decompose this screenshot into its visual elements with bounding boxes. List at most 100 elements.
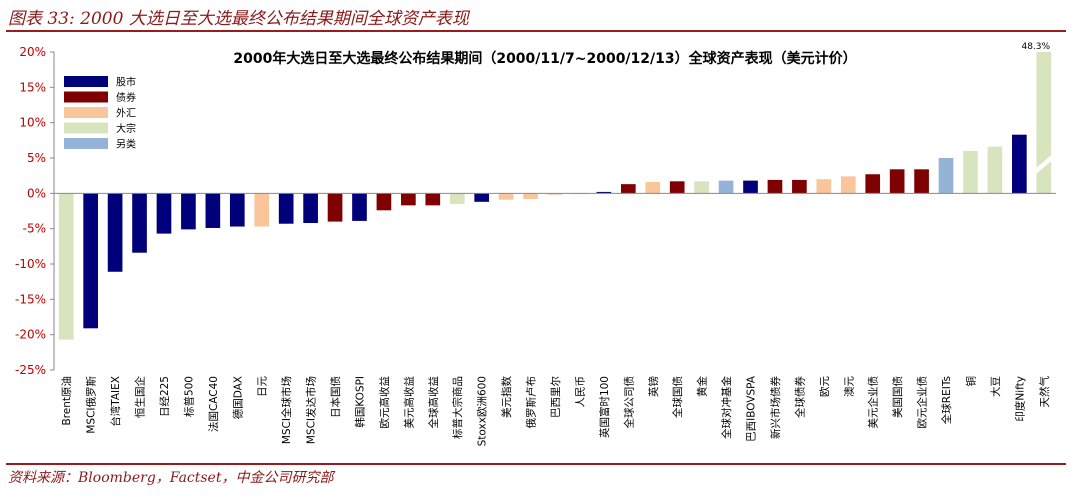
legend-label: 股市 bbox=[116, 76, 136, 89]
category-label: 法国CAC40 bbox=[207, 376, 220, 432]
bar bbox=[914, 169, 929, 194]
category-label: Brent原油 bbox=[60, 376, 73, 426]
category-label: 全球公司债 bbox=[622, 376, 635, 429]
bar bbox=[181, 193, 196, 230]
category-label: 巴西里尔 bbox=[549, 376, 562, 418]
category-label: 美国国债 bbox=[891, 376, 904, 418]
bar bbox=[718, 180, 734, 194]
bar bbox=[401, 193, 416, 206]
category-label: 俄罗斯卢布 bbox=[525, 376, 538, 429]
legend-label: 债券 bbox=[116, 91, 136, 104]
category-label: 铜 bbox=[965, 376, 977, 387]
bar bbox=[327, 193, 343, 222]
legend-swatch bbox=[64, 107, 108, 118]
legend-swatch bbox=[64, 138, 108, 149]
axis-break-mark bbox=[1035, 154, 1053, 175]
legend-label: 大宗 bbox=[116, 122, 136, 135]
bar bbox=[694, 181, 709, 194]
bar bbox=[449, 193, 465, 204]
category-label: 巴西IBOVSPA bbox=[746, 375, 758, 442]
category-label: 全球REITs bbox=[940, 376, 953, 424]
category-label: MSCI发达市场 bbox=[305, 376, 318, 444]
category-label: 英国富时100 bbox=[598, 376, 611, 438]
category-label: 英镑 bbox=[647, 376, 660, 397]
legend-swatch bbox=[64, 91, 108, 103]
bar bbox=[840, 176, 856, 194]
source-note: 资料来源：Bloomberg，Factset，中金公司研究部 bbox=[8, 470, 334, 486]
bar bbox=[376, 193, 392, 211]
category-label: 德国DAX bbox=[231, 376, 244, 419]
category-label: 日本国债 bbox=[329, 376, 342, 418]
category-label: 全球高收益 bbox=[427, 376, 440, 429]
category-label: 欧元企业债 bbox=[916, 376, 929, 429]
bar bbox=[352, 193, 367, 221]
category-label: 日经225 bbox=[158, 376, 171, 417]
bar bbox=[425, 193, 441, 206]
y-tick-label: 5% bbox=[27, 151, 46, 165]
y-tick-label: -25% bbox=[15, 363, 46, 377]
bar bbox=[278, 193, 294, 224]
category-label: 全球债券 bbox=[793, 376, 806, 418]
data-label: 48.3% bbox=[1021, 42, 1050, 52]
top-divider bbox=[6, 30, 1066, 32]
bar bbox=[987, 146, 1003, 194]
bar bbox=[303, 193, 318, 224]
category-label: 台湾TAIEX bbox=[109, 376, 122, 427]
category-label: MSCI俄罗斯 bbox=[85, 376, 98, 434]
y-tick-label: -15% bbox=[15, 292, 46, 306]
category-label: 人民币 bbox=[574, 376, 586, 408]
y-tick-label: 0% bbox=[27, 186, 46, 200]
category-label: 黄金 bbox=[696, 376, 709, 397]
bar bbox=[596, 191, 612, 194]
y-tick-label: 15% bbox=[19, 80, 46, 94]
bar bbox=[792, 179, 807, 194]
category-label: 印度Nifty bbox=[1013, 376, 1026, 422]
category-label: 天然气 bbox=[1038, 376, 1051, 408]
y-tick-label: -5% bbox=[23, 222, 46, 236]
bar bbox=[229, 193, 245, 227]
y-tick-label: 20% bbox=[19, 45, 46, 59]
category-label: MSCI全球市场 bbox=[280, 376, 293, 444]
bar bbox=[523, 193, 538, 199]
bar bbox=[132, 193, 147, 253]
bar bbox=[889, 169, 905, 194]
category-label: 标普500 bbox=[182, 376, 195, 417]
category-label: 全球对冲基金 bbox=[720, 376, 733, 439]
category-label: Stoxx欧洲600 bbox=[477, 376, 489, 446]
bar bbox=[938, 158, 954, 194]
category-label: 新兴市场债券 bbox=[769, 376, 782, 439]
bar bbox=[669, 181, 685, 194]
bar bbox=[816, 179, 832, 194]
legend-label: 外汇 bbox=[116, 107, 136, 120]
legend-label: 另类 bbox=[116, 138, 136, 151]
category-label: 欧元高收益 bbox=[378, 376, 391, 429]
category-label: 全球国债 bbox=[671, 376, 684, 418]
category-label: 美元企业债 bbox=[867, 376, 880, 429]
category-label: 韩国KOSPI bbox=[353, 376, 366, 428]
bar bbox=[865, 174, 881, 194]
bar bbox=[547, 193, 563, 195]
bar bbox=[1012, 134, 1027, 194]
legend-swatch bbox=[64, 122, 108, 134]
category-label: 欧元 bbox=[819, 376, 831, 397]
category-label: 澳元 bbox=[842, 376, 855, 397]
bar bbox=[620, 184, 636, 194]
legend-swatch bbox=[64, 76, 108, 87]
bar bbox=[107, 193, 123, 272]
category-label: 标普大宗商品 bbox=[451, 376, 464, 439]
category-label: 美元指数 bbox=[500, 376, 513, 418]
bar bbox=[474, 193, 490, 202]
chart-title: 2000年大选日至大选最终公布结果期间（2000/11/7~2000/12/13… bbox=[233, 50, 856, 67]
bar bbox=[767, 179, 783, 194]
bar bbox=[205, 193, 221, 228]
bar bbox=[1036, 52, 1052, 194]
bar bbox=[963, 150, 978, 194]
bottom-divider bbox=[6, 463, 1066, 465]
bar bbox=[83, 193, 98, 329]
bar bbox=[743, 180, 758, 194]
bar bbox=[156, 193, 172, 234]
category-label: 恒生国企 bbox=[134, 376, 147, 418]
bar bbox=[645, 182, 661, 194]
y-tick-label: -20% bbox=[15, 328, 46, 342]
